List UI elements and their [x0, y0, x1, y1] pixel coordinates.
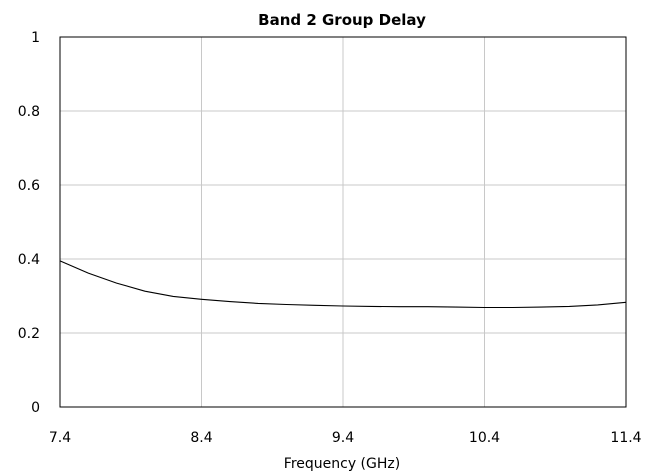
plot-area [59, 36, 627, 408]
y-tick-label: 0.4 [18, 252, 40, 268]
x-tick-label: 9.4 [332, 430, 354, 446]
x-axis-label: Frequency (GHz) [284, 456, 400, 472]
y-tick-label: 0 [31, 400, 40, 416]
x-tick-label: 7.4 [49, 430, 71, 446]
y-tick-label: 0.6 [18, 178, 40, 194]
grid-lines [60, 37, 626, 407]
x-tick-label: 11.4 [610, 430, 641, 446]
x-tick-labels: 7.4 8.4 9.4 10.4 11.4 [49, 430, 642, 446]
x-tick-label: 8.4 [190, 430, 212, 446]
y-tick-labels: 0 0.2 0.4 0.6 0.8 1 [18, 30, 40, 416]
series-line [59, 260, 627, 309]
x-tick-label: 10.4 [469, 430, 500, 446]
y-tick-label: 1 [31, 30, 40, 46]
chart-title: Band 2 Group Delay [258, 11, 426, 29]
series-group [59, 260, 627, 309]
y-tick-label: 0.8 [18, 104, 40, 120]
y-tick-label: 0.2 [18, 326, 40, 342]
